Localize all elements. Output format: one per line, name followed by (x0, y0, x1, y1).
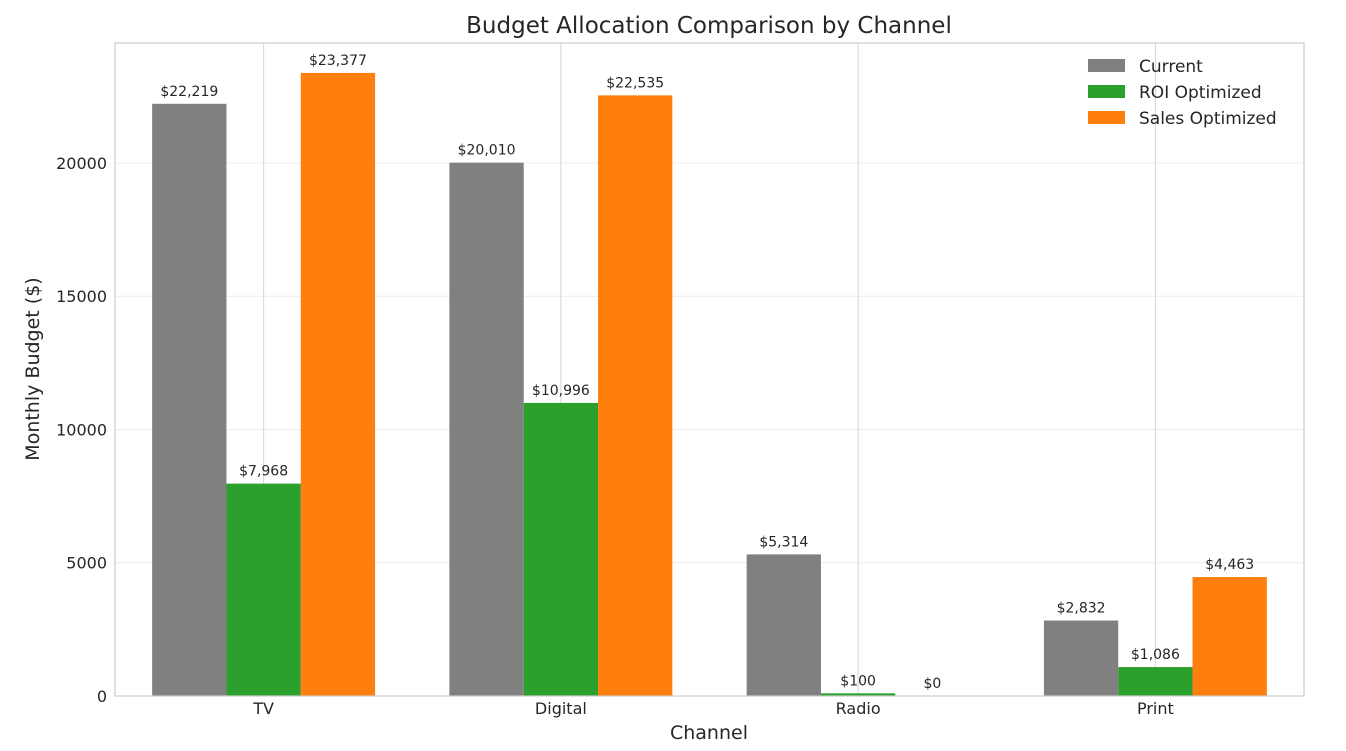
data-label: $7,968 (239, 464, 288, 480)
x-tick-label: TV (252, 699, 274, 718)
data-label: $22,535 (606, 75, 664, 91)
legend-label: ROI Optimized (1139, 83, 1262, 103)
data-label: $0 (924, 676, 942, 692)
y-tick-label: 20000 (56, 154, 107, 173)
bar-roi-optimized-radio (820, 693, 896, 696)
data-label: $5,314 (759, 534, 808, 550)
data-label: $100 (840, 673, 876, 689)
data-label: $2,832 (1057, 601, 1106, 617)
legend-label: Sales Optimized (1139, 109, 1277, 129)
bar-current-digital (449, 162, 524, 696)
x-tick-label: Radio (836, 699, 881, 718)
data-label: $22,219 (160, 84, 218, 100)
bar-sales-optimized-tv (300, 72, 376, 696)
y-tick-label: 5000 (66, 554, 107, 573)
bar-sales-optimized-print (1192, 577, 1267, 696)
bar-roi-optimized-digital (523, 402, 599, 696)
x-axis-label: Channel (670, 722, 748, 744)
bar-roi-optimized-print (1118, 667, 1193, 696)
y-tick-label: 0 (97, 687, 107, 706)
legend-swatch (1088, 59, 1125, 72)
data-label: $20,010 (458, 143, 516, 159)
bar-current-tv (152, 103, 227, 696)
bar-current-radio (746, 554, 821, 696)
plot-frame (114, 42, 1305, 697)
chart-title: Budget Allocation Comparison by Channel (466, 13, 952, 39)
bar-roi-optimized-tv (226, 483, 301, 696)
y-tick-label: 15000 (56, 287, 107, 306)
legend-swatch (1088, 85, 1125, 98)
y-axis-label: Monthly Budget ($) (22, 277, 44, 460)
bars (152, 72, 1267, 696)
axis-ticks: 0 5000 10000 15000 20000 TV Digital Radio Print (56, 154, 1174, 718)
legend-label: Current (1139, 57, 1203, 77)
bar-current-print (1043, 620, 1119, 696)
bar-sales-optimized-digital (598, 95, 673, 696)
legend-swatch (1088, 111, 1125, 124)
legend: Current ROI Optimized Sales Optimized (1088, 57, 1277, 129)
data-label: $10,996 (532, 383, 590, 399)
x-tick-label: Print (1137, 699, 1174, 718)
data-label: $1,086 (1131, 647, 1180, 663)
data-labels: $22,219 $20,010 $5,314 $2,832 $7,968 $10,996 $… (160, 53, 1254, 692)
data-label: $23,377 (309, 53, 367, 69)
y-tick-label: 10000 (56, 420, 107, 439)
data-label: $4,463 (1205, 557, 1254, 573)
x-tick-label: Digital (535, 699, 587, 718)
